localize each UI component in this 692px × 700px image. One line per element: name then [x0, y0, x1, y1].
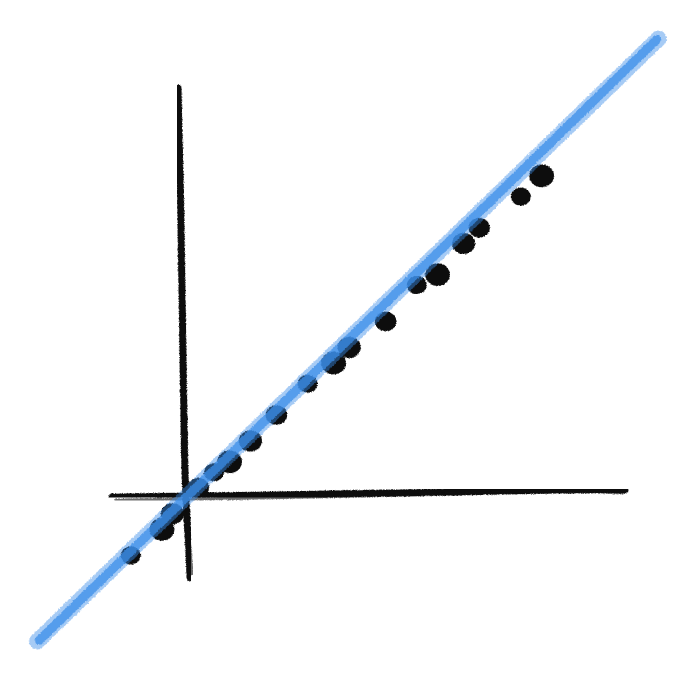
- data-point: [510, 187, 531, 206]
- trend-line-group: [29, 30, 667, 650]
- data-point: [529, 164, 554, 188]
- y-axis-stroke: [178, 90, 194, 576]
- trend-line: [34, 35, 662, 645]
- x-axis-stroke: [114, 490, 624, 502]
